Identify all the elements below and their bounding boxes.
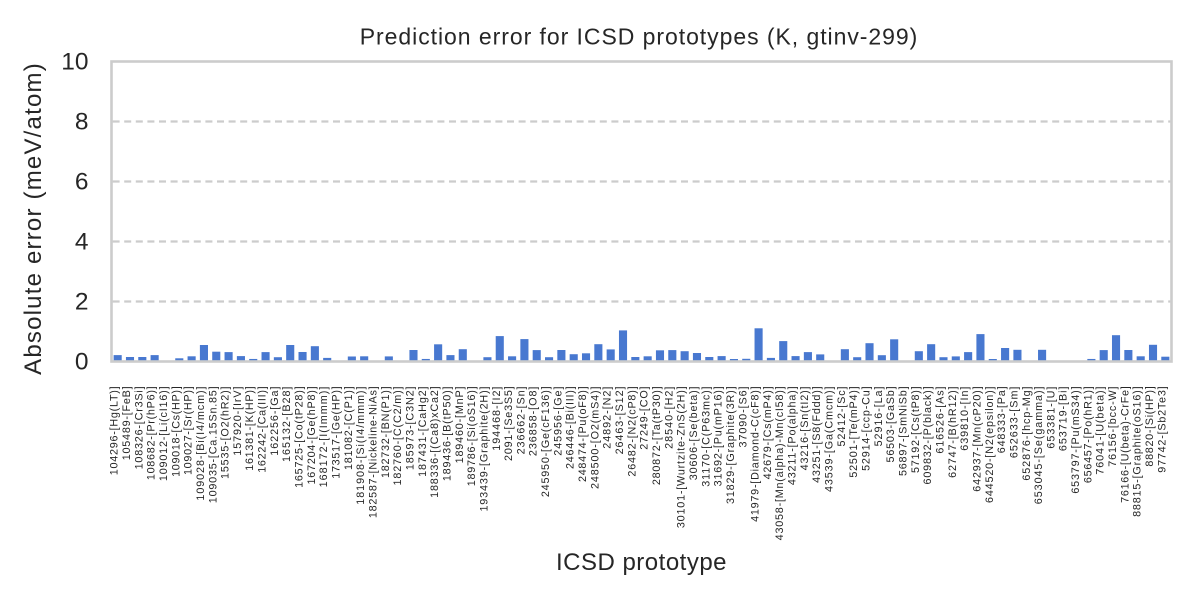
svg-text:105489-[FeB]: 105489-[FeB] [121,386,133,461]
svg-text:52916-[La]: 52916-[La] [873,386,885,447]
svg-text:653381-[U]: 653381-[U] [1045,386,1057,449]
svg-text:193439-[Graphite(2H)]: 193439-[Graphite(2H)] [478,386,490,512]
svg-text:173517-[Ge(HP)]: 173517-[Ge(HP)] [331,386,343,479]
svg-text:182760-[C(C2/m)]: 182760-[C(C2/m)] [392,386,404,486]
svg-text:4: 4 [75,229,89,256]
svg-text:37090-[S6]: 37090-[S6] [737,386,749,448]
svg-text:76156-[bcc-W]: 76156-[bcc-W] [1107,386,1119,467]
svg-text:653797-[Pu(mS34)]: 653797-[Pu(mS34)] [1070,386,1082,494]
svg-text:42679-[Cs(mP4)]: 42679-[Cs(mP4)] [762,386,774,480]
svg-text:6: 6 [75,169,89,196]
svg-text:616526-[As]: 616526-[As] [934,386,946,454]
svg-text:157920-[IrV]: 157920-[IrV] [232,386,244,456]
svg-text:104296-[Hg(LT)]: 104296-[Hg(LT)] [109,386,121,476]
svg-text:2: 2 [75,289,89,316]
svg-text:161381-[K(HP)]: 161381-[K(HP)] [244,386,256,471]
svg-text:62747-[B(hR12)]: 62747-[B(hR12)] [947,386,959,478]
svg-text:30606-[Se(beta)]: 30606-[Se(beta)] [688,386,700,481]
svg-text:236662-[Sn]: 236662-[Sn] [515,386,527,455]
svg-text:26463-[S12]: 26463-[S12] [614,386,626,455]
svg-text:88815-[Graphite(oS16)]: 88815-[Graphite(oS16)] [1132,386,1144,517]
svg-text:24892-[N2]: 24892-[N2] [602,386,614,449]
svg-text:8: 8 [75,109,89,136]
svg-text:26482-[N2(cP8)]: 26482-[N2(cP8)] [626,386,638,477]
svg-text:182587-[Nickeline-NiAs]: 182587-[Nickeline-NiAs] [368,386,380,518]
svg-text:245956-[Ge]: 245956-[Ge] [552,386,564,456]
svg-text:10: 10 [61,49,88,76]
svg-text:56897-[SmNiSb]: 56897-[SmNiSb] [898,386,910,476]
svg-text:246446-[Bi(III)]: 246446-[Bi(III)] [565,386,577,469]
svg-text:280872-[Ta(tP30)]: 280872-[Ta(tP30)] [651,386,663,486]
svg-text:639810-[In]: 639810-[In] [959,386,971,451]
svg-text:642937-[Mn(cP20)]: 642937-[Mn(cP20)] [971,386,983,492]
svg-text:248474-[Pu(oF8)]: 248474-[Pu(oF8)] [577,386,589,482]
svg-text:653719-[Bi]: 653719-[Bi] [1058,386,1070,451]
svg-text:31170-[C(P63mc)]: 31170-[C(P63mc)] [700,386,712,487]
svg-text:109035-[Ca.15Sn.85]: 109035-[Ca.15Sn.85] [207,386,219,504]
svg-text:52501-[Te(mP4)]: 52501-[Te(mP4)] [848,386,860,478]
svg-text:109012-[Li(cI16)]: 109012-[Li(cI16)] [158,386,170,482]
svg-text:Prediction error for ICSD prot: Prediction error for ICSD prototypes (K,… [360,24,918,50]
svg-text:236858-[O8]: 236858-[O8] [528,386,540,457]
svg-text:189460-[MnP]: 189460-[MnP] [454,386,466,464]
svg-text:43211-[Po(alpha)]: 43211-[Po(alpha)] [787,386,799,485]
svg-text:31829-[Graphite(3R)]: 31829-[Graphite(3R)] [725,386,737,504]
svg-text:41979-[Diamond-C(cF8)]: 41979-[Diamond-C(cF8)] [750,386,762,522]
svg-text:189786-[Si(oS16)]: 189786-[Si(oS16)] [466,386,478,487]
svg-text:ICSD prototype: ICSD prototype [556,549,727,576]
svg-text:168172-[I(Immm)]: 168172-[I(Immm)] [318,386,330,488]
svg-text:165725-[Co(tP28)]: 165725-[Co(tP28)] [294,386,306,488]
svg-text:248500-[O2(mS4)]: 248500-[O2(mS4)] [589,386,601,489]
svg-text:43539-[Ga(Cmcm)]: 43539-[Ga(Cmcm)] [824,386,836,492]
svg-text:27249-[CO]: 27249-[CO] [639,386,651,450]
svg-text:52914-[ccp-Cu]: 52914-[ccp-Cu] [861,386,873,471]
svg-text:31692-[Pu(mP16)]: 31692-[Pu(mP16)] [713,386,725,487]
svg-text:108682-[Pr(hP6)]: 108682-[Pr(hP6)] [146,386,158,481]
svg-text:97742-[Sb2Te3]: 97742-[Sb2Te3] [1156,386,1168,473]
svg-text:167204-[Ge(hP8)]: 167204-[Ge(hP8)] [306,386,318,485]
svg-text:30101-[Wurtzite-ZnS(2H)]: 30101-[Wurtzite-ZnS(2H)] [676,386,688,529]
svg-text:57192-[Cs(tP8)]: 57192-[Cs(tP8)] [910,386,922,473]
svg-text:644520-[N2(epsilon)]: 644520-[N2(epsilon)] [984,386,996,503]
svg-text:43058-[Mn(alpha)-Mn(cI58)]: 43058-[Mn(alpha)-Mn(cI58)] [774,386,786,541]
svg-text:108326-[Cr3Si]: 108326-[Cr3Si] [133,386,145,470]
svg-text:609832-[P(black)]: 609832-[P(black)] [922,386,934,485]
svg-text:76041-[U(beta)]: 76041-[U(beta)] [1095,386,1107,475]
svg-text:165132-[B28]: 165132-[B28] [281,386,293,462]
svg-text:109018-[Cs(HP)]: 109018-[Cs(HP)] [170,386,182,477]
svg-text:181908-[Si(I4/mmm)]: 181908-[Si(I4/mmm)] [355,386,367,505]
svg-text:182732-[BN(P1)]: 182732-[BN(P1)] [380,386,392,478]
svg-text:162242-[Ca(III)]: 162242-[Ca(III)] [257,386,269,473]
svg-text:2091-[Se3S5]: 2091-[Se3S5] [503,386,515,461]
svg-text:76166-[U(beta)-CrFe]: 76166-[U(beta)-CrFe] [1119,386,1131,503]
svg-text:181082-[C(P1)]: 181082-[C(P1)] [343,386,355,470]
svg-text:162256-[Ga]: 162256-[Ga] [269,386,281,456]
svg-text:194468-[I2]: 194468-[I2] [491,386,503,451]
svg-text:188336-[(Ca8)xCa2]: 188336-[(Ca8)xCa2] [429,386,441,498]
svg-text:189436-[B(tP50)]: 189436-[B(tP50)] [441,386,453,482]
svg-text:187431-[CaHg2]: 187431-[CaHg2] [417,386,429,477]
svg-text:245950-[Ge(cF136)]: 245950-[Ge(cF136)] [540,386,552,498]
svg-text:656457-[Po(hR1)]: 656457-[Po(hR1)] [1082,386,1094,484]
svg-text:56503-[GaSb]: 56503-[GaSb] [885,386,897,463]
svg-text:52412-[Sc]: 52412-[Sc] [836,386,848,447]
svg-text:109027-[Sr(HP)]: 109027-[Sr(HP)] [183,386,195,475]
svg-text:185973-[C3N2]: 185973-[C3N2] [404,386,416,471]
svg-text:28540-[H2]: 28540-[H2] [663,386,675,449]
svg-text:653045-[Se(gamma)]: 653045-[Se(gamma)] [1033,386,1045,505]
svg-text:652876-[hcp-Mg]: 652876-[hcp-Mg] [1021,386,1033,481]
svg-text:43216-[Sn(tI2)]: 43216-[Sn(tI2)] [799,386,811,471]
svg-text:15535-[O2(hR2)]: 15535-[O2(hR2)] [220,386,232,479]
svg-text:648333-[Pa]: 648333-[Pa] [996,386,1008,454]
svg-text:Absolute error (meV/atom): Absolute error (meV/atom) [20,62,47,375]
svg-text:109028-[Bi(I4/mcm)]: 109028-[Bi(I4/mcm)] [195,386,207,501]
svg-text:652633-[Sm]: 652633-[Sm] [1008,386,1020,459]
svg-text:43251-[S8(Fddd)]: 43251-[S8(Fddd)] [811,386,823,483]
svg-text:0: 0 [75,349,89,376]
svg-text:88820-[Si(HP)]: 88820-[Si(HP)] [1144,386,1156,467]
